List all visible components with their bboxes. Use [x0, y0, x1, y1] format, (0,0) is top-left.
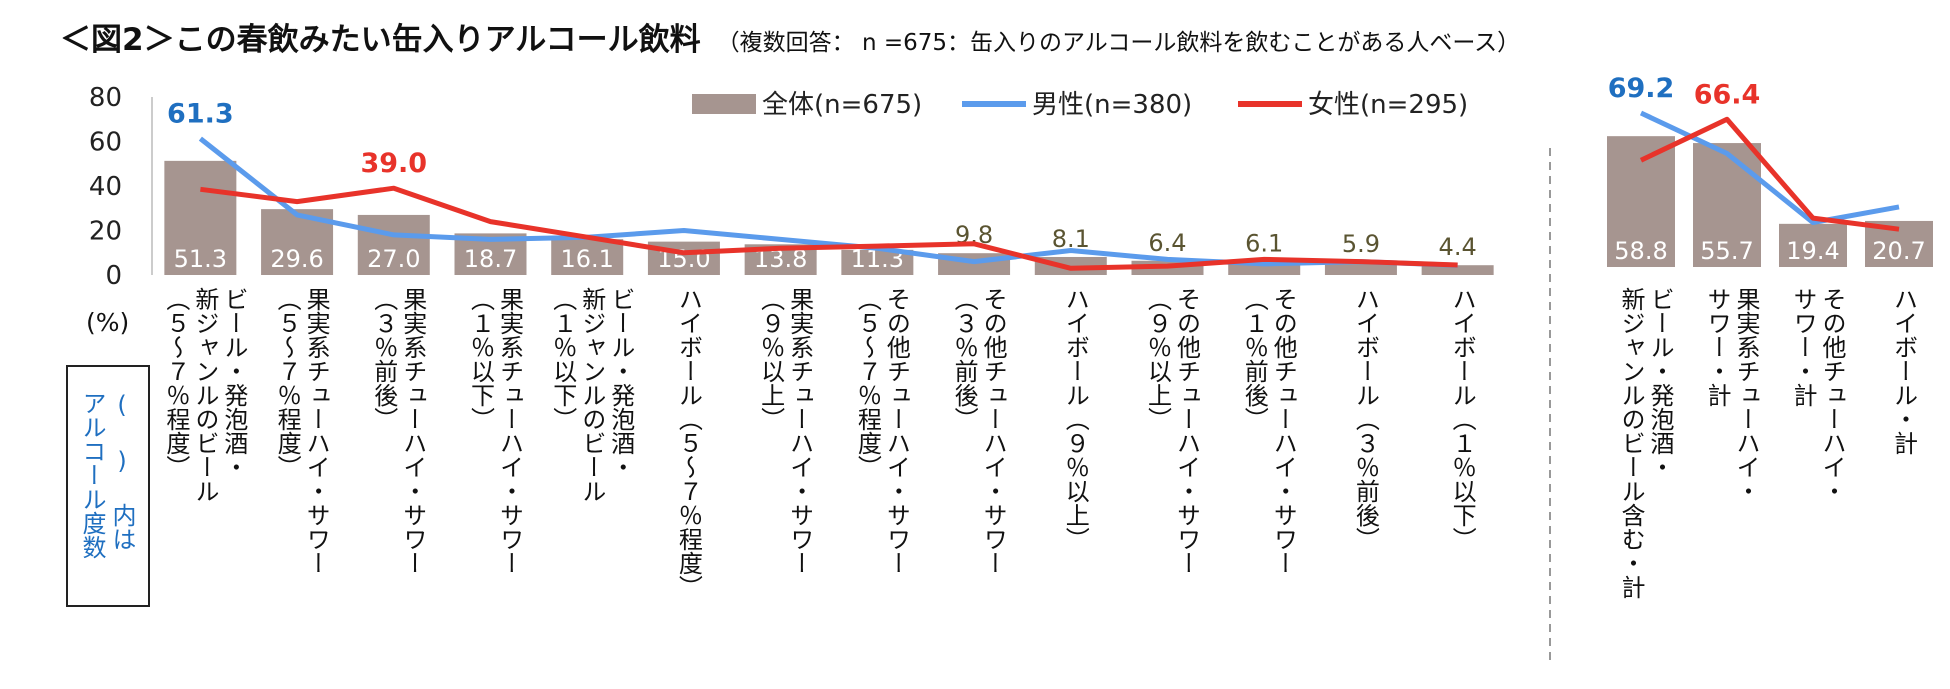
category-label: その他チューハイ・サワー （５～７％程度）	[853, 287, 911, 575]
bar-value-label: 5.9	[1342, 230, 1380, 258]
legend-label: 全体(n=675)	[762, 90, 922, 120]
bar-value-label: 6.4	[1148, 229, 1186, 257]
bar-value-label: 18.7	[464, 245, 517, 273]
bar-overall	[1693, 143, 1761, 267]
bar-overall	[357, 214, 430, 275]
chart-title: ＜図2＞この春飲みたい缶入りアルコール飲料 （複数回答： n =675：缶入りのア…	[60, 14, 1520, 59]
category-label: その他チューハイ・サワー （１％前後）	[1240, 287, 1298, 575]
y-tick-label: 80	[89, 83, 122, 113]
female-peak-label: 39.0	[360, 148, 427, 179]
bar-overall	[1324, 261, 1397, 275]
category-label: ハイボール（９％以上）	[1061, 287, 1090, 551]
category-label: 果実系チューハイ・サワー （５～７％程度）	[273, 287, 331, 575]
category-label: 果実系チューハイ・サワー （３％前後）	[369, 287, 427, 575]
y-tick-label: 20	[89, 217, 122, 247]
category-label: その他チューハイ・サワー （９％以上）	[1143, 287, 1201, 575]
y-tick-label: 40	[89, 172, 122, 202]
title-main: ＜図2＞この春飲みたい缶入りアルコール飲料	[60, 22, 701, 58]
y-tick-label: 0	[105, 261, 122, 291]
title-subtitle: （複数回答： n =675：缶入りのアルコール飲料を飲むことがある人ベース）	[716, 30, 1521, 56]
abv-note-box: ( ) 内は アルコール度数	[66, 365, 150, 607]
line-male	[1639, 110, 1900, 225]
category-label: ハイボール（１％以下）	[1448, 287, 1477, 551]
male-peak-label: 61.3	[167, 99, 234, 130]
bar-overall	[164, 160, 237, 275]
bar-overall	[1421, 265, 1494, 275]
bar-overall	[551, 239, 624, 275]
line-female	[1639, 116, 1900, 232]
category-label: ビール・発泡酒・ 新ジャンルのビール （５～７％程度）	[161, 287, 248, 503]
category-label: 果実系チューハイ・サワー （１％以下）	[466, 287, 524, 575]
bar-overall	[1779, 223, 1847, 267]
line-male	[198, 136, 1458, 268]
bar-value-label: 6.1	[1245, 229, 1283, 257]
y-axis-unit: (%)	[86, 308, 130, 337]
bar-value-label: 4.4	[1439, 233, 1477, 261]
bar-value-label: 27.0	[367, 245, 420, 273]
category-label: 果実系チューハイ・ サワー・計	[1703, 287, 1760, 503]
female-peak-label: 66.4	[1694, 79, 1761, 110]
bar-value-label: 16.1	[560, 245, 613, 273]
bar-value-label: 20.7	[1872, 237, 1925, 265]
category-label: 果実系チューハイ・サワー （９％以上）	[756, 287, 814, 575]
male-peak-label: 69.2	[1608, 73, 1675, 104]
bar-value-label: 58.8	[1614, 237, 1667, 265]
category-label: ビール・発泡酒・ 新ジャンルのビール含む・計	[1617, 287, 1674, 599]
category-label: ハイボール（５～７％程度）	[674, 287, 703, 599]
bar-value-label: 29.6	[270, 245, 323, 273]
category-label: その他チューハイ・ サワー・計	[1789, 287, 1846, 503]
bar-value-label: 51.3	[174, 245, 227, 273]
legend-label: 女性(n=295)	[1308, 90, 1468, 120]
bar-value-label: 55.7	[1700, 237, 1753, 265]
category-label: ビール・発泡酒・ 新ジャンルのビール （１％以下）	[548, 287, 635, 503]
abv-note-text: ( ) 内は アルコール度数	[78, 391, 136, 559]
y-tick-label: 60	[89, 128, 122, 158]
category-label: その他チューハイ・サワー （３％前後）	[950, 287, 1008, 575]
category-label: ハイボール・計	[1889, 287, 1918, 455]
line-female	[200, 185, 1458, 271]
bar-value-label: 19.4	[1786, 237, 1839, 265]
legend-label: 男性(n=380)	[1032, 90, 1192, 120]
category-label: ハイボール（３％前後）	[1351, 287, 1380, 551]
legend-swatch-overall	[692, 94, 756, 114]
